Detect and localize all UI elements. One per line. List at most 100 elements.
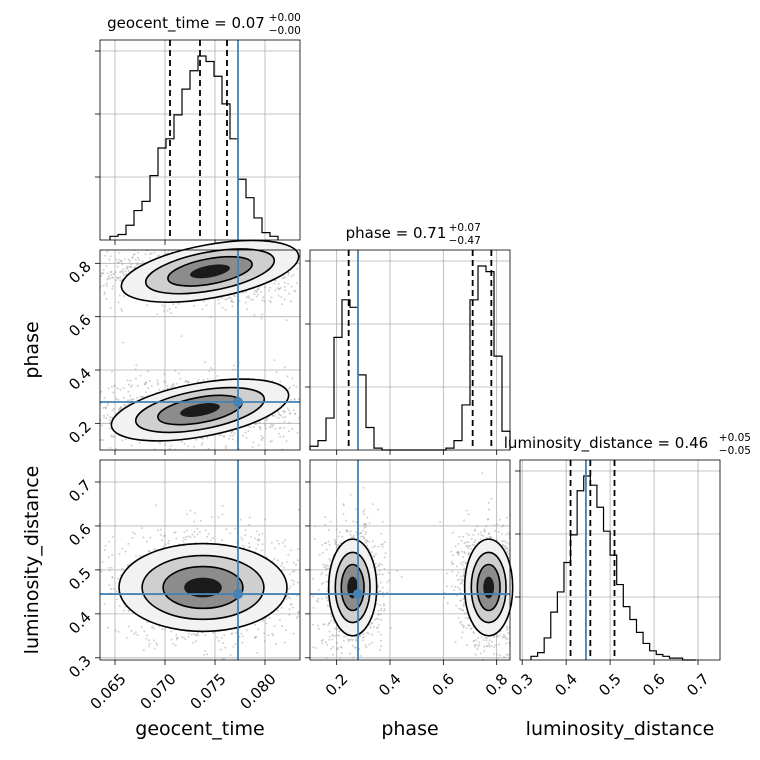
- sample-point: [290, 275, 293, 278]
- sample-point: [131, 537, 134, 539]
- sample-point: [185, 535, 188, 538]
- sample-point: [320, 639, 323, 642]
- sample-point: [296, 559, 299, 562]
- sample-point: [137, 251, 140, 254]
- sample-point: [226, 298, 228, 301]
- sample-point: [258, 421, 261, 423]
- sample-point: [458, 621, 461, 624]
- sample-point: [113, 436, 116, 438]
- sample-point: [325, 657, 328, 659]
- sample-point: [115, 397, 118, 400]
- sample-point: [271, 425, 274, 428]
- sample-point: [117, 409, 120, 412]
- sample-point: [293, 289, 296, 292]
- sample-point: [316, 624, 319, 627]
- sample-point: [496, 523, 499, 526]
- sample-point: [324, 516, 327, 519]
- sample-point: [380, 607, 383, 610]
- sample-point: [127, 258, 130, 261]
- sample-point: [142, 649, 145, 652]
- sample-point: [104, 544, 107, 547]
- sample-point: [315, 647, 318, 649]
- sample-point: [107, 387, 110, 390]
- sample-point: [175, 537, 178, 540]
- sample-point: [112, 407, 115, 410]
- sample-point: [104, 406, 107, 409]
- sample-point: [120, 406, 123, 409]
- sample-point: [377, 618, 380, 621]
- sample-point: [295, 616, 298, 619]
- sample-point: [359, 635, 362, 637]
- sample-point: [150, 252, 153, 255]
- sample-point: [377, 631, 380, 633]
- sample-point: [317, 588, 320, 591]
- sample-point: [287, 271, 290, 274]
- sample-point: [283, 285, 286, 288]
- sample-point: [295, 385, 298, 388]
- sample-point: [156, 255, 159, 258]
- sample-point: [372, 546, 375, 549]
- sample-point: [134, 631, 137, 634]
- sample-point: [220, 434, 223, 437]
- sample-point: [192, 641, 195, 644]
- sample-point: [371, 621, 374, 624]
- sample-point: [195, 438, 198, 441]
- sample-point: [335, 546, 338, 549]
- histogram-geocent_time: [109, 55, 279, 240]
- sample-point: [370, 551, 373, 553]
- sample-point: [184, 638, 187, 641]
- sample-point: [106, 404, 109, 407]
- sample-point: [381, 586, 384, 589]
- sample-point: [230, 298, 233, 301]
- sample-point: [274, 279, 277, 282]
- sample-point: [168, 539, 170, 542]
- sample-point: [182, 539, 184, 542]
- sample-point: [274, 289, 277, 292]
- sample-point: [117, 277, 120, 280]
- sample-point: [105, 265, 108, 268]
- sample-point: [244, 534, 247, 537]
- sample-point: [111, 276, 114, 279]
- sample-point: [263, 300, 266, 303]
- sample-point: [120, 308, 123, 311]
- sample-point: [244, 291, 247, 293]
- sample-point: [287, 595, 290, 598]
- sample-point: [322, 581, 325, 584]
- sample-point: [279, 426, 282, 429]
- sample-point: [110, 270, 113, 273]
- sample-point: [384, 552, 387, 555]
- sample-point: [334, 543, 337, 546]
- sample-point: [258, 533, 261, 536]
- sample-point: [129, 379, 132, 382]
- sample-point: [289, 412, 292, 415]
- sample-point: [115, 447, 118, 450]
- sample-point: [126, 267, 129, 270]
- sample-point: [234, 643, 237, 646]
- sample-point: [312, 577, 315, 580]
- sample-point: [355, 636, 358, 639]
- title-plus: +0.05: [719, 432, 751, 444]
- sample-point: [474, 539, 477, 542]
- sample-point: [109, 419, 111, 421]
- sample-point: [111, 554, 114, 557]
- sample-point: [118, 553, 121, 556]
- sample-point: [103, 549, 106, 551]
- sample-point: [126, 265, 129, 268]
- sample-point: [231, 632, 234, 635]
- sample-point: [381, 520, 384, 523]
- sample-point: [383, 604, 385, 607]
- sample-point: [362, 529, 365, 532]
- sample-point: [126, 379, 129, 382]
- histogram-luminosity_distance: [530, 475, 696, 661]
- sample-point: [257, 288, 260, 291]
- sample-point: [322, 638, 325, 641]
- sample-point: [349, 533, 352, 536]
- sample-point: [320, 573, 322, 576]
- x-tick-label: 0.080: [237, 670, 280, 713]
- sample-point: [168, 447, 171, 450]
- sample-point: [383, 556, 386, 559]
- sample-point: [175, 634, 178, 636]
- sample-point: [331, 633, 334, 636]
- sample-point: [277, 411, 280, 414]
- sample-point: [263, 632, 266, 635]
